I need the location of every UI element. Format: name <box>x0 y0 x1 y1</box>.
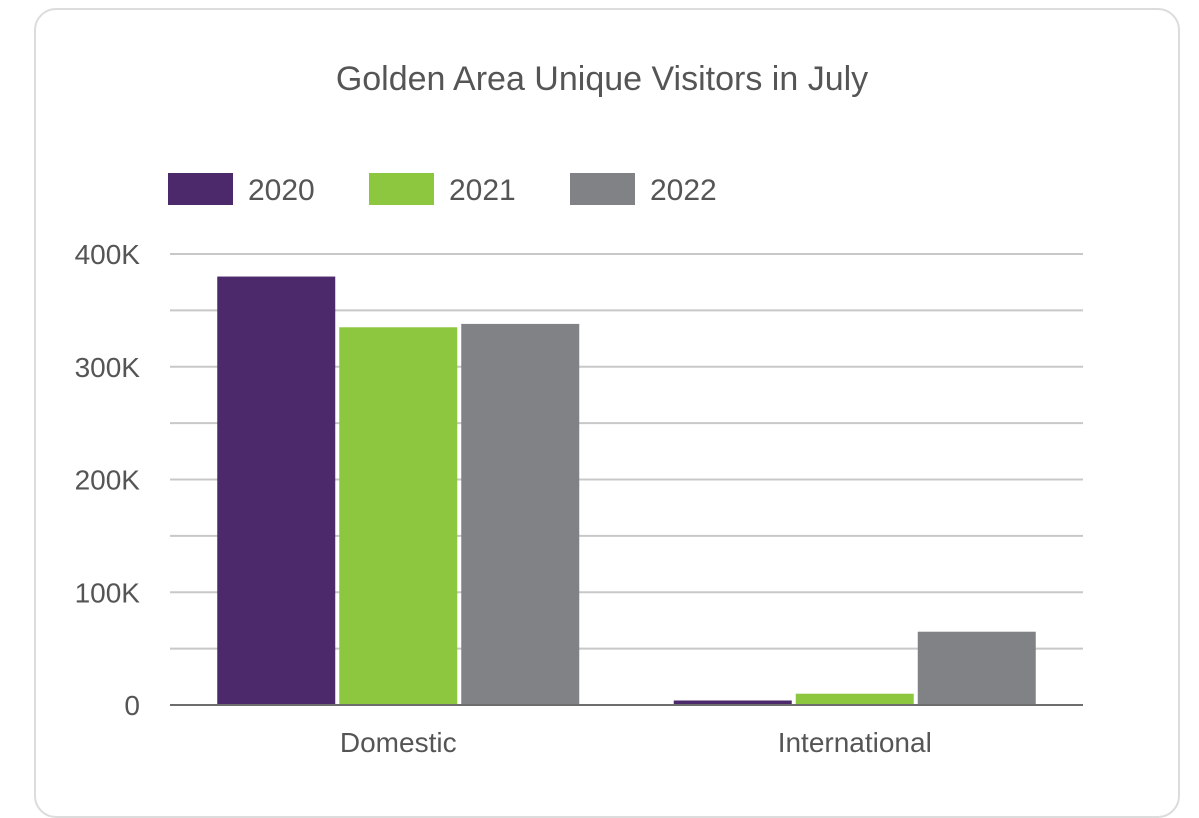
legend-swatch-2022 <box>570 173 635 205</box>
y-axis-ticks: 0 100K 200K 300K 400K <box>75 239 141 721</box>
chart-title: Golden Area Unique Visitors in July <box>336 60 868 98</box>
category-label: International <box>778 727 932 758</box>
y-tick-label: 400K <box>75 239 141 270</box>
category-label: Domestic <box>340 727 457 758</box>
bar-international-2021 <box>795 693 914 705</box>
y-tick-label: 0 <box>124 690 140 721</box>
legend: 2020 2021 2022 <box>168 173 717 207</box>
bars <box>217 276 1036 705</box>
bar-chart: Golden Area Unique Visitors in July 2020… <box>75 60 1083 758</box>
y-tick-label: 100K <box>75 577 141 608</box>
bar-domestic-2020 <box>217 276 336 705</box>
bar-domestic-2022 <box>461 323 580 705</box>
x-axis-categories: Domestic International <box>340 727 932 758</box>
legend-swatch-2020 <box>168 173 233 205</box>
legend-label-2021: 2021 <box>449 174 516 207</box>
y-tick-label: 200K <box>75 465 141 496</box>
legend-swatch-2021 <box>369 173 434 205</box>
bar-domestic-2021 <box>339 327 458 705</box>
bar-international-2022 <box>917 631 1036 705</box>
bar-international-2020 <box>673 700 792 705</box>
y-tick-label: 300K <box>75 352 141 383</box>
legend-label-2020: 2020 <box>248 174 315 207</box>
legend-label-2022: 2022 <box>650 174 717 207</box>
